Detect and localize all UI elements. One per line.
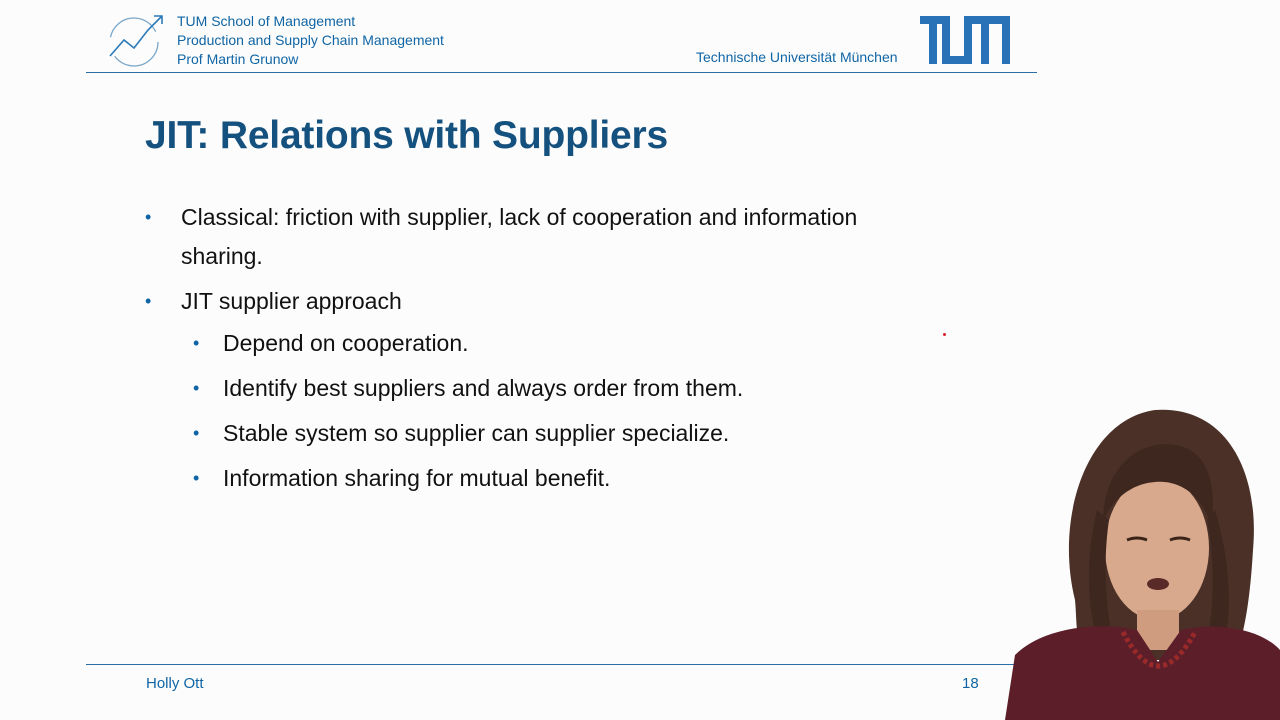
bullet-item: • JIT supplier approach: [145, 282, 905, 321]
bullet-dot-icon: •: [193, 423, 200, 443]
sub-bullet-item: • Information sharing for mutual benefit…: [145, 456, 905, 501]
sub-bullet-text: Information sharing for mutual benefit.: [223, 465, 611, 491]
header-line-school: TUM School of Management: [177, 13, 356, 29]
header-institution-lines: TUM School of Management Production and …: [177, 12, 444, 69]
school-logo-icon: [109, 15, 163, 67]
sub-bullet-text: Depend on cooperation.: [223, 330, 469, 356]
bullet-dot-icon: •: [193, 378, 200, 398]
bullet-dot-icon: •: [145, 291, 152, 311]
bullet-dot-icon: •: [145, 207, 152, 227]
bullet-list: • Classical: friction with supplier, lac…: [145, 198, 905, 501]
header-divider: [86, 72, 1037, 73]
footer-presenter-name: Holly Ott: [146, 675, 204, 692]
laser-pointer-dot: [943, 333, 946, 336]
sub-bullet-item: • Identify best suppliers and always ord…: [145, 366, 905, 411]
sub-bullet-text: Identify best suppliers and always order…: [223, 375, 744, 401]
bullet-text: JIT supplier approach: [181, 288, 402, 314]
header-line-chair: Production and Supply Chain Management: [177, 32, 444, 48]
slide-title: JIT: Relations with Suppliers: [145, 114, 668, 157]
bullet-text: Classical: friction with supplier, lack …: [181, 204, 858, 269]
bullet-dot-icon: •: [193, 468, 200, 488]
header-line-professor: Prof Martin Grunow: [177, 51, 299, 67]
bullet-item: • Classical: friction with supplier, lac…: [145, 198, 905, 276]
footer-page-number: 18: [962, 675, 979, 692]
footer-divider: [86, 664, 1016, 665]
tum-logo-icon: TUM: [920, 16, 1010, 64]
sub-bullet-item: • Depend on cooperation.: [145, 321, 905, 366]
university-name: Technische Universität München: [696, 49, 898, 65]
sub-bullet-text: Stable system so supplier can supplier s…: [223, 420, 730, 446]
sub-bullet-item: • Stable system so supplier can supplier…: [145, 411, 905, 456]
bullet-dot-icon: •: [193, 333, 200, 353]
presenter-video-overlay: [1005, 409, 1280, 720]
